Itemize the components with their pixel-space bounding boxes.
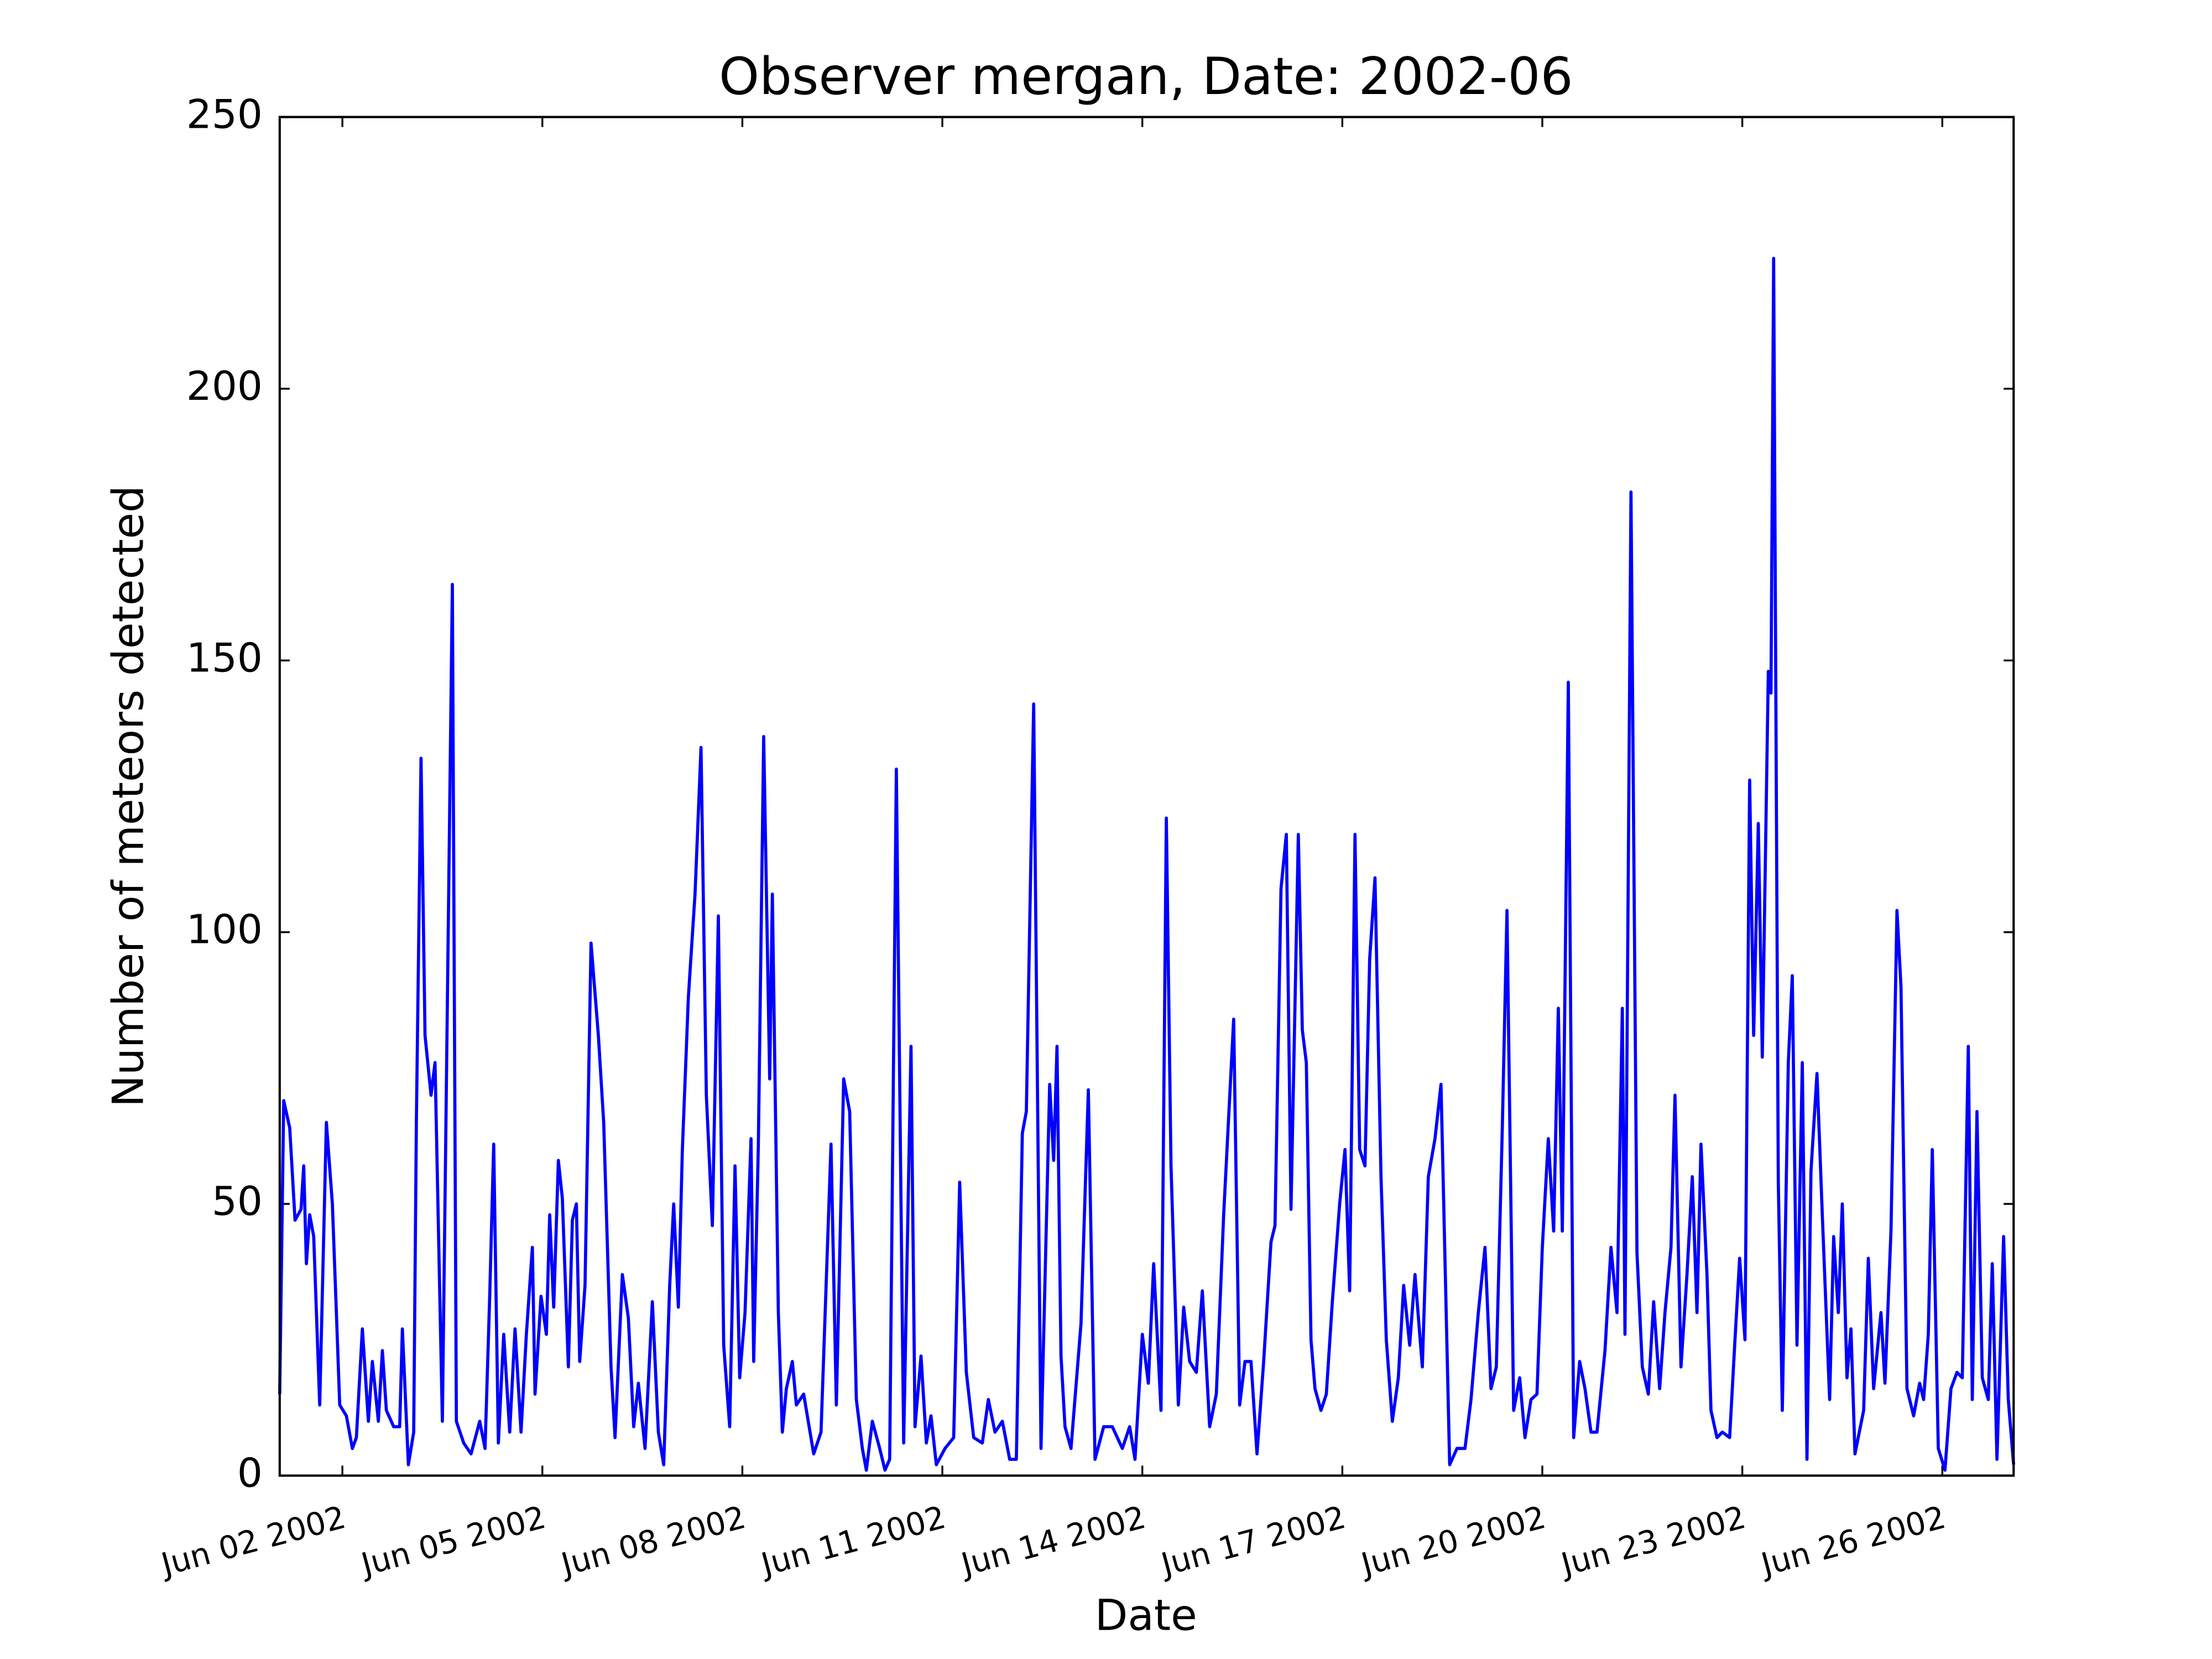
y-tick-label: 250: [186, 92, 263, 138]
chart-title: Observer mergan, Date: 2002-06: [719, 46, 1573, 106]
data-line: [278, 257, 2016, 1472]
y-tick-label: 50: [212, 1178, 263, 1225]
y-tick-label: 200: [186, 363, 263, 410]
y-tick-label: 100: [186, 907, 263, 953]
x-axis-label: Date: [1095, 1590, 1197, 1640]
y-axis-label: Number of meteors detected: [103, 486, 153, 1107]
plot-frame: [278, 116, 2015, 1477]
y-tick-label: 150: [186, 635, 263, 681]
y-tick-label: 0: [237, 1450, 263, 1496]
